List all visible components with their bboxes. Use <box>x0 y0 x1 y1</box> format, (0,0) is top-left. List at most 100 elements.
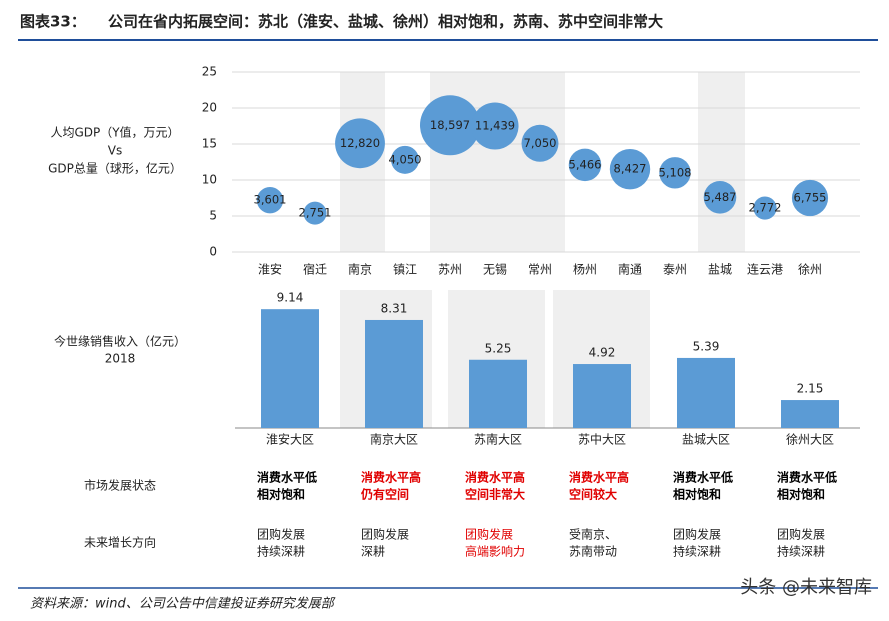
x-tick-label: 苏中大区 <box>578 432 626 447</box>
cell-text: 消费水平高 <box>361 470 421 485</box>
cell-text: 相对饱和 <box>673 487 721 502</box>
value-label: 4.92 <box>589 346 616 360</box>
x-tick-label: 宿迁 <box>303 262 327 277</box>
bubble-label: 2,751 <box>299 206 332 220</box>
value-label: 8.31 <box>381 301 408 315</box>
cell-text: 消费水平高 <box>465 470 525 485</box>
cell-text: 苏南带动 <box>569 544 617 559</box>
cell-text: 消费水平低 <box>673 470 733 485</box>
x-tick-label: 镇江 <box>393 263 417 277</box>
x-tick-label: 南京 <box>348 262 372 277</box>
x-tick-label: 杨州 <box>573 262 597 277</box>
cell-text: 团购发展 <box>465 527 513 542</box>
y-axis-label: 人均GDP（Y值，万元） <box>50 125 179 140</box>
x-tick-label: 徐州 <box>798 262 822 277</box>
title: 公司在省内拓展空间：苏北（淮安、盐城、徐州）相对饱和，苏南、苏中空间非常大 <box>108 13 663 31</box>
x-tick-label: 南京大区 <box>370 432 418 447</box>
cell-text: 高端影响力 <box>465 544 525 559</box>
bar <box>365 319 423 428</box>
cell-text: 相对饱和 <box>257 487 305 502</box>
cell-text: 持续深耕 <box>673 544 721 559</box>
bubble <box>471 102 519 150</box>
figure-label: 图表33： <box>20 13 86 31</box>
bubble <box>609 149 651 190</box>
bar <box>469 359 527 428</box>
cell-text: 深耕 <box>361 544 385 559</box>
cell-text: 持续深耕 <box>257 544 305 559</box>
cell-text: 仍有空间 <box>360 487 409 502</box>
cell-text: 消费水平低 <box>257 470 317 485</box>
bubble <box>703 180 737 214</box>
x-tick-label: 常州 <box>528 263 552 277</box>
cell-text: 相对饱和 <box>777 487 825 502</box>
cell-text: 空间较大 <box>569 487 617 502</box>
x-tick-label: 无锡 <box>483 262 507 277</box>
x-tick-label: 淮安大区 <box>266 432 314 447</box>
bar <box>261 309 319 428</box>
source: 资料来源：wind、公司公告中信建投证券研究发展部 <box>30 596 336 612</box>
bubble <box>753 196 777 220</box>
bubble <box>335 118 385 169</box>
bubble-label: 2,772 <box>749 201 782 215</box>
shade <box>698 72 745 252</box>
x-tick-label: 盐城 <box>708 263 732 277</box>
y-tick-label: 25 <box>202 65 217 79</box>
value-label: 5.39 <box>693 339 720 353</box>
bubble-label: 8,427 <box>614 162 647 176</box>
x-tick-label: 苏州 <box>438 263 462 277</box>
x-tick-label: 盐城大区 <box>682 433 730 447</box>
value-label: 5.25 <box>485 341 512 355</box>
cell-text: 团购发展 <box>361 527 409 542</box>
cell-text: 空间非常大 <box>465 487 525 502</box>
bubble-label: 5,108 <box>659 165 692 179</box>
y-axis-label: 今世缘销售收入（亿元） <box>54 334 186 349</box>
y-tick-label: 5 <box>209 209 217 223</box>
bubble-label: 6,755 <box>794 191 827 205</box>
cell-text: 消费水平高 <box>569 470 629 485</box>
bubble <box>256 186 284 214</box>
value-label: 2.15 <box>797 382 824 396</box>
cell-text: 受南京、 <box>569 527 617 542</box>
bar <box>677 357 735 428</box>
y-tick-label: 15 <box>202 137 217 151</box>
bubble <box>303 201 327 225</box>
bar <box>781 400 839 428</box>
bubble-label: 5,487 <box>704 190 737 204</box>
x-tick-label: 连云港 <box>747 262 783 277</box>
y-tick-label: 0 <box>209 245 217 259</box>
bubble-label: 3,601 <box>254 193 287 207</box>
x-tick-label: 泰州 <box>663 263 687 277</box>
bubble <box>791 179 829 217</box>
bar <box>573 364 631 428</box>
bubble <box>659 157 691 189</box>
cell-text: 持续深耕 <box>777 544 825 559</box>
cell-text: 消费水平低 <box>777 470 837 485</box>
y-tick-label: 10 <box>202 173 217 187</box>
y-axis-label: GDP总量（球形，亿元） <box>48 161 182 176</box>
row-label: 未来增长方向 <box>84 535 156 550</box>
x-tick-label: 淮安 <box>258 262 282 277</box>
bubble-label: 7,050 <box>524 136 557 150</box>
bubble-label: 4,050 <box>389 152 422 166</box>
y-tick-label: 20 <box>202 101 217 115</box>
y-axis-label: 2018 <box>105 352 136 366</box>
bubble-label: 18,597 <box>430 118 470 132</box>
cell-text: 团购发展 <box>673 527 721 542</box>
bubble-label: 11,439 <box>475 119 515 133</box>
bubble-label: 5,466 <box>569 157 602 171</box>
cell-text: 团购发展 <box>257 527 305 542</box>
watermark: 头条 @未来智库 <box>740 577 872 598</box>
x-tick-label: 南通 <box>618 262 642 277</box>
row-label: 市场发展状态 <box>84 478 156 493</box>
x-tick-label: 徐州大区 <box>786 432 834 447</box>
value-label: 9.14 <box>277 291 304 305</box>
cell-text: 团购发展 <box>777 527 825 542</box>
bubble-label: 12,820 <box>340 136 380 150</box>
bubble <box>521 124 559 162</box>
bubble <box>391 145 419 174</box>
bubble <box>568 148 602 182</box>
bubble <box>420 95 480 156</box>
x-tick-label: 苏南大区 <box>474 432 522 447</box>
y-axis-label: Vs <box>108 144 122 158</box>
